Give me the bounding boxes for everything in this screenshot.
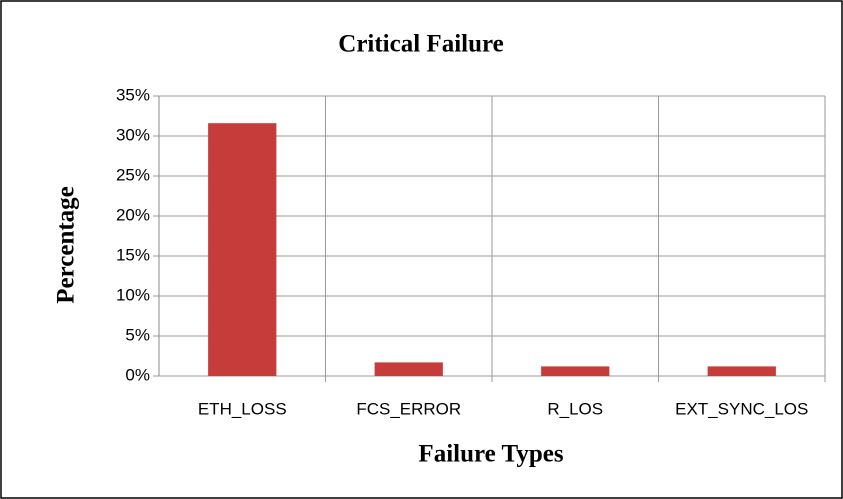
x-tick-label: R_LOS: [547, 399, 603, 418]
bar: [208, 123, 277, 376]
x-tick-label: EXT_SYNC_LOS: [675, 399, 808, 418]
y-tick-label: 0%: [125, 365, 150, 384]
x-axis-title: Failure Types: [418, 441, 563, 468]
y-tick-label: 35%: [116, 85, 150, 104]
y-tick-label: 5%: [125, 325, 150, 344]
y-tick-label: 10%: [116, 285, 150, 304]
bar: [541, 366, 610, 376]
y-tick-label: 20%: [116, 205, 150, 224]
y-axis-title: Percentage: [53, 186, 80, 304]
bar: [374, 362, 443, 376]
x-tick-label: FCS_ERROR: [356, 399, 461, 418]
x-tick-label: ETH_LOSS: [198, 399, 287, 418]
chart-title: Critical Failure: [338, 31, 503, 58]
y-tick-label: 25%: [116, 165, 150, 184]
bar: [707, 366, 776, 376]
y-tick-label: 15%: [116, 245, 150, 264]
y-tick-label: 30%: [116, 125, 150, 144]
